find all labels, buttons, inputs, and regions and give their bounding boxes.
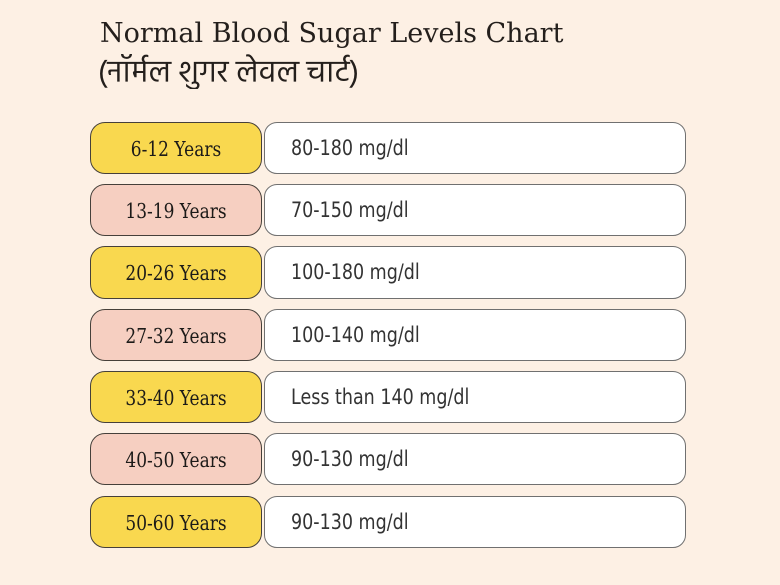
value-label: 100-180 mg/dl — [291, 261, 420, 286]
age-label: 27-32 Years — [125, 324, 227, 349]
age-pill: 27-32 Years — [90, 308, 262, 361]
value-box: 80-180 mg/dl — [264, 121, 686, 174]
value-label: 90-130 mg/dl — [291, 510, 409, 535]
page-subtitle-devanagari — [100, 53, 357, 90]
value-label: 70-150 mg/dl — [291, 198, 409, 224]
value-box: 90-130 mg/dl — [264, 495, 686, 548]
age-pill: 6-12 Years — [90, 121, 262, 174]
page-title: Normal Blood Sugar Levels Chart — [100, 18, 564, 49]
age-pill: 40-50 Years — [90, 433, 262, 486]
table-row: 13-19 Years 70-150 mg/dl — [90, 183, 686, 237]
value-label: Less than 140 mg/dl — [291, 385, 470, 411]
age-pill: 13-19 Years — [90, 183, 262, 237]
table-row: 33-40 Years Less than 140 mg/dl — [90, 370, 686, 424]
value-label: 80-180 mg/dl — [291, 136, 409, 161]
value-label: 90-130 mg/dl — [291, 448, 409, 473]
age-label: 6-12 Years — [130, 137, 222, 162]
table-row: 27-32 Years 100-140 mg/dl — [90, 308, 686, 361]
table-row: 6-12 Years 80-180 mg/dl — [90, 121, 686, 174]
age-pill: 50-60 Years — [90, 495, 262, 548]
table-row: 20-26 Years 100-180 mg/dl — [90, 246, 686, 299]
value-box: 70-150 mg/dl — [264, 183, 686, 237]
table-row: 40-50 Years 90-130 mg/dl — [90, 433, 686, 486]
value-label: 100-140 mg/dl — [291, 323, 420, 348]
age-label: 20-26 Years — [125, 262, 227, 287]
age-label: 50-60 Years — [125, 511, 227, 536]
value-box: 90-130 mg/dl — [264, 433, 686, 486]
age-label: 40-50 Years — [125, 449, 227, 474]
age-pill: 33-40 Years — [90, 370, 262, 424]
age-label: 33-40 Years — [125, 387, 227, 411]
value-box: 100-180 mg/dl — [264, 246, 686, 299]
value-box: Less than 140 mg/dl — [264, 370, 686, 424]
age-label: 13-19 Years — [125, 200, 227, 224]
subtitle-devanagari-path — [100, 53, 357, 90]
table-row: 50-60 Years 90-130 mg/dl — [90, 495, 686, 548]
age-pill: 20-26 Years — [90, 246, 262, 299]
value-box: 100-140 mg/dl — [264, 308, 686, 361]
